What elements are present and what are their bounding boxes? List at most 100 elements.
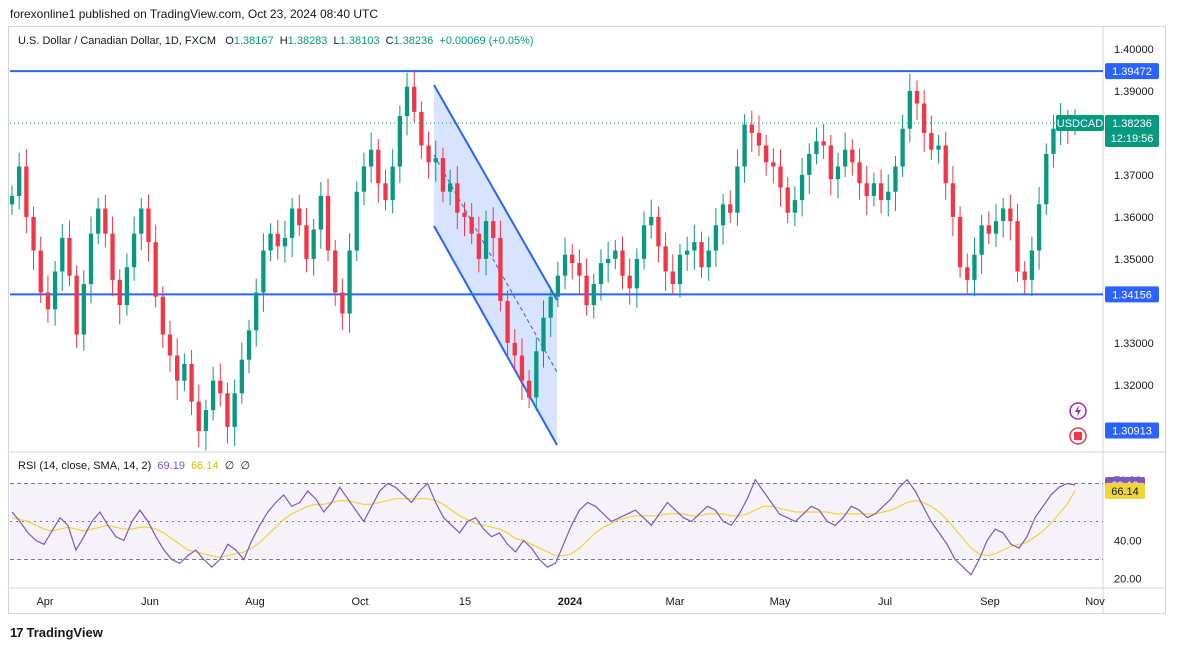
candle-body	[900, 128, 905, 167]
candle-body	[304, 225, 309, 259]
candle-body	[972, 254, 977, 280]
level-price-badge	[1105, 422, 1159, 439]
candle-body	[52, 271, 58, 310]
candle-body	[677, 254, 683, 285]
high-value: 1.38283	[287, 35, 328, 47]
candle-body	[289, 208, 295, 238]
candle-body	[699, 242, 704, 268]
level-price-label: 1.30913	[1112, 426, 1152, 438]
tradingview-brand: TradingView	[26, 625, 103, 640]
candle-body	[993, 221, 999, 234]
candle-body	[397, 116, 403, 167]
candle-body	[440, 158, 446, 192]
candle-body	[189, 363, 194, 402]
trend-channel-fill[interactable]	[434, 85, 557, 445]
candle-body	[792, 200, 798, 213]
candle-body	[850, 149, 855, 163]
time-tick-label: Jul	[878, 596, 892, 608]
candle-body	[692, 242, 697, 251]
candle-body	[167, 334, 173, 356]
candle-body	[88, 233, 94, 285]
open-label: O	[225, 35, 234, 47]
price-tick-label: 1.35000	[1114, 254, 1154, 266]
candle-body	[261, 250, 266, 293]
candle-body	[153, 242, 158, 297]
candle-body	[771, 162, 776, 167]
candle-body	[404, 86, 410, 117]
candle-body	[620, 250, 625, 276]
open-value: 1.38167	[233, 35, 274, 47]
candle-body	[1015, 221, 1020, 272]
flash-glyph-icon	[1075, 405, 1081, 417]
candle-body	[1008, 208, 1013, 222]
candle-body	[979, 225, 984, 255]
candle-body	[390, 166, 395, 201]
low-value: 1.38103	[339, 35, 380, 47]
candle-body	[577, 263, 582, 276]
level-price-badge	[1105, 63, 1159, 80]
candle-body	[45, 292, 51, 310]
candle-body	[96, 208, 101, 234]
price-tick-label: 1.33000	[1114, 338, 1154, 350]
candle-body	[311, 229, 316, 259]
candle-body	[203, 410, 209, 432]
candle-body	[81, 284, 86, 335]
candle-body	[957, 216, 963, 268]
candle-body	[325, 195, 331, 251]
candle-body	[598, 263, 604, 285]
candle-body	[232, 393, 237, 427]
time-tick-label: Nov	[1085, 596, 1105, 608]
candle-body	[570, 254, 575, 264]
symbol-badge-label: USDCAD	[1057, 118, 1104, 130]
symbol-legend[interactable]: U.S. Dollar / Canadian Dollar, 1D, FXCM …	[18, 35, 534, 47]
rsi-tick-label: 20.00	[1114, 574, 1142, 586]
candle-body	[656, 216, 661, 247]
rsi-legend[interactable]: RSI (14, close, SMA, 14, 2) 69.19 66.14 …	[18, 459, 250, 472]
candle-body	[110, 233, 115, 280]
tradingview-mark-icon: 17	[10, 625, 24, 640]
candle-body	[649, 216, 654, 226]
candle-body	[1029, 250, 1035, 280]
candle-body	[124, 267, 130, 306]
rsi-value-badge	[1105, 482, 1145, 499]
candle-body	[412, 86, 417, 112]
candle-body	[785, 187, 790, 213]
time-tick-label: Sep	[980, 596, 1000, 608]
candle-body	[483, 221, 489, 259]
candle-body	[799, 174, 805, 201]
candle-body	[857, 162, 862, 184]
candle-body	[713, 225, 719, 251]
price-tick-label: 1.37000	[1114, 170, 1154, 182]
candle-body	[17, 166, 22, 196]
candle-body	[419, 111, 424, 146]
candle-body	[922, 103, 927, 133]
candle-body	[1001, 208, 1006, 222]
candle-body	[512, 342, 517, 356]
tradingview-logo[interactable]: 17 TradingView	[10, 625, 103, 640]
candle-body	[742, 124, 747, 167]
candle-body	[914, 90, 920, 104]
candle-body	[340, 292, 345, 314]
price-tick-label: 1.36000	[1114, 212, 1154, 224]
time-tick-label: 15	[459, 596, 471, 608]
rsi-legend-sym1: ∅	[224, 460, 235, 472]
candle-body	[843, 149, 848, 167]
candle-body	[548, 296, 553, 318]
candle-body	[943, 145, 948, 184]
chart-frame	[8, 26, 1166, 614]
candle-body	[706, 250, 711, 268]
candle-body	[318, 195, 323, 230]
candle-body	[275, 233, 280, 247]
candle-body	[541, 317, 546, 352]
candle-body	[886, 191, 891, 201]
rsi-tick-label: 40.00	[1114, 536, 1142, 548]
candle-body	[60, 237, 65, 272]
candle-body	[225, 393, 230, 427]
candle-body	[749, 124, 754, 133]
candle-body	[936, 145, 941, 150]
candle-body	[728, 204, 733, 213]
symbol-badge	[1056, 114, 1104, 131]
candle-body	[605, 258, 611, 264]
candle-body	[756, 132, 762, 146]
